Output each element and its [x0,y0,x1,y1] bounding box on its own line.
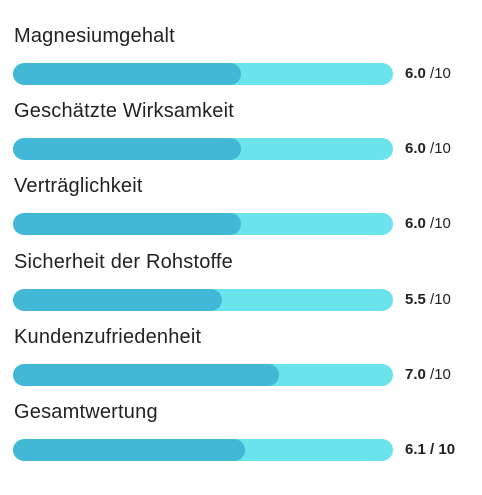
score-separator: / [430,291,435,308]
rating-row-tolerability: Verträglichkeit 6.0 /10 [0,174,482,249]
rating-score: 6.0 /10 [405,138,451,160]
rating-bar-fill [13,289,222,311]
score-value: 7.0 [405,366,426,383]
rating-bar-fill [13,213,241,235]
rating-bar-track [13,289,393,311]
rating-bar-track [13,439,393,461]
rating-row-raw-material-safety: Sicherheit der Rohstoffe 5.5 /10 [0,250,482,325]
rating-score-total: 6.1 / 10 [405,439,455,461]
score-max: 10 [438,441,456,458]
rating-bar-track [13,138,393,160]
rating-bar-fill [13,138,241,160]
rating-bar-track [13,364,393,386]
score-separator: / [430,441,435,458]
score-value: 6.0 [405,140,426,157]
score-separator: / [430,140,435,157]
rating-score: 6.0 /10 [405,63,451,85]
rating-label: Gesamtwertung [14,401,158,423]
score-max: 10 [434,366,451,383]
rating-score: 6.0 /10 [405,213,451,235]
score-value: 6.0 [405,215,426,232]
rating-label: Kundenzufriedenheit [14,326,202,348]
score-max: 10 [434,140,451,157]
score-max: 10 [434,65,451,82]
rating-label: Geschätzte Wirksamkeit [14,100,235,122]
score-separator: / [430,215,435,232]
score-value: 6.1 [405,441,426,458]
rating-row-estimated-effectiveness: Geschätzte Wirksamkeit 6.0 /10 [0,99,482,174]
rating-bar-track [13,213,393,235]
rating-label: Magnesiumgehalt [14,25,175,47]
score-max: 10 [434,291,451,308]
rating-row-customer-satisfaction: Kundenzufriedenheit 7.0 /10 [0,325,482,400]
rating-bar-fill [13,439,245,461]
rating-label: Verträglichkeit [14,175,143,197]
score-value: 5.5 [405,291,426,308]
rating-bar-track [13,63,393,85]
rating-bar-fill [13,364,279,386]
score-value: 6.0 [405,65,426,82]
rating-score: 7.0 /10 [405,364,451,386]
rating-score: 5.5 /10 [405,289,451,311]
rating-label: Sicherheit der Rohstoffe [14,251,233,273]
rating-row-overall-score: Gesamtwertung 6.1 / 10 [0,400,482,475]
score-max: 10 [434,215,451,232]
rating-bar-fill [13,63,241,85]
score-separator: / [430,65,435,82]
score-separator: / [430,366,435,383]
rating-row-magnesium-content: Magnesiumgehalt 6.0 /10 [0,24,482,99]
